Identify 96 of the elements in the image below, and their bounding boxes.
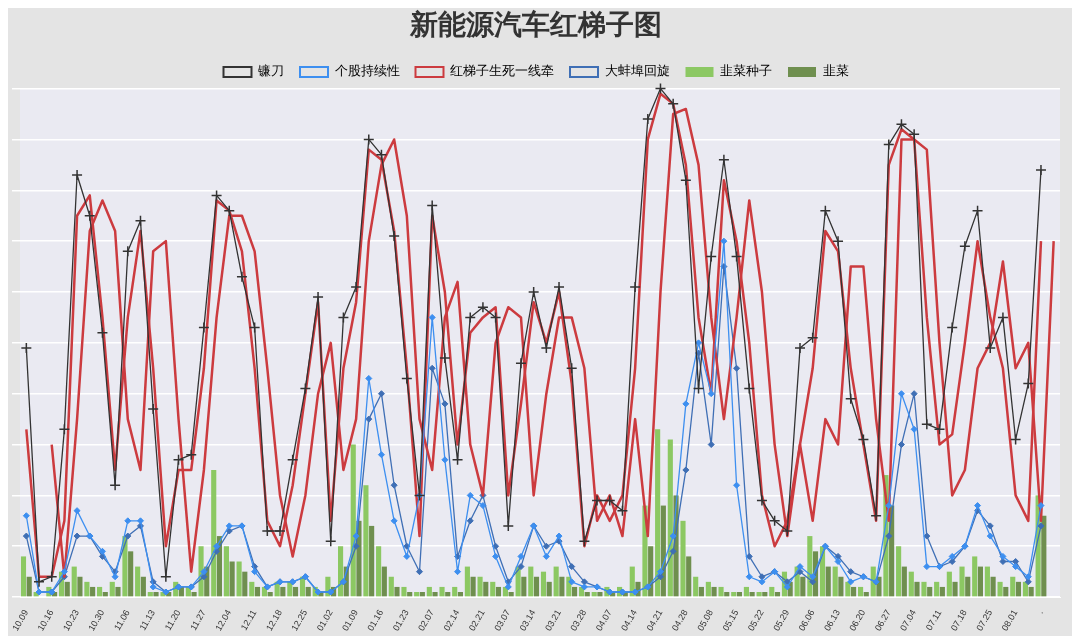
- bar: [419, 592, 425, 597]
- bar: [896, 546, 902, 597]
- bar: [249, 581, 255, 597]
- bar: [102, 592, 108, 597]
- bar: [1015, 581, 1022, 597]
- bar: [521, 576, 527, 597]
- bar: [533, 576, 540, 597]
- bar: [959, 566, 965, 597]
- bar: [553, 566, 559, 597]
- bar: [242, 571, 248, 597]
- bar: [769, 586, 775, 597]
- bar: [426, 586, 432, 597]
- bar: [686, 556, 692, 597]
- bar: [381, 566, 387, 597]
- bar: [363, 485, 369, 597]
- bar: [376, 546, 382, 597]
- bar: [432, 592, 438, 597]
- bar: [26, 576, 32, 597]
- bar: [977, 566, 983, 597]
- bar: [857, 586, 864, 597]
- bar: [908, 571, 914, 597]
- bar: [756, 592, 762, 597]
- bar: [414, 592, 420, 597]
- bar: [135, 566, 141, 597]
- bar: [693, 576, 699, 597]
- bar: [705, 581, 711, 597]
- bar: [254, 586, 261, 597]
- bar: [559, 576, 565, 597]
- legend-label: 韭菜: [822, 63, 849, 79]
- bar: [445, 592, 451, 597]
- bar: [540, 571, 547, 597]
- bar: [495, 586, 502, 597]
- bar: [97, 586, 103, 597]
- bar: [20, 556, 27, 597]
- bar: [115, 586, 121, 597]
- bar: [825, 566, 831, 597]
- bar: [921, 581, 927, 597]
- bar: [71, 566, 77, 597]
- bar: [718, 586, 724, 597]
- bar: [439, 586, 445, 597]
- bar: [990, 576, 996, 597]
- bar: [477, 576, 483, 597]
- bar: [401, 586, 407, 597]
- bar: [236, 561, 242, 597]
- bar: [90, 586, 96, 597]
- bar: [863, 592, 869, 597]
- bar: [743, 586, 749, 597]
- bar: [546, 581, 552, 597]
- bar: [698, 586, 704, 597]
- bar: [901, 566, 907, 597]
- bar: [1010, 576, 1016, 597]
- bar: [452, 586, 458, 597]
- bar: [77, 576, 83, 597]
- bar: [128, 551, 134, 597]
- bar: [838, 576, 844, 597]
- bar: [965, 576, 971, 597]
- bar: [407, 592, 413, 597]
- bar: [952, 581, 958, 597]
- bar: [680, 520, 686, 597]
- bar: [229, 561, 235, 597]
- bar: [140, 576, 146, 597]
- bar: [223, 546, 229, 597]
- legend-label: 韭菜种子: [720, 63, 772, 79]
- bar: [457, 592, 463, 597]
- bar: [984, 566, 990, 597]
- legend-label: 个股持续性: [334, 63, 400, 79]
- bar: [724, 592, 730, 597]
- bar: [369, 525, 375, 597]
- bar: [483, 581, 489, 597]
- bar: [774, 592, 781, 597]
- legend-label: 大蚌埠回旋: [604, 63, 670, 79]
- bar: [388, 576, 394, 597]
- bar: [762, 592, 768, 597]
- bar: [934, 581, 940, 597]
- bar: [490, 581, 496, 597]
- bar: [711, 586, 717, 597]
- bar: [84, 581, 90, 597]
- bar: [470, 576, 476, 597]
- bar: [528, 566, 534, 597]
- bar: [927, 586, 933, 597]
- bar: [394, 586, 400, 597]
- legend-label: 红梯子生死一线牵: [450, 63, 554, 79]
- bar: [939, 586, 945, 597]
- bar: [736, 592, 743, 597]
- bar: [749, 592, 755, 597]
- bar: [946, 571, 952, 597]
- bar: [731, 592, 737, 597]
- bar: [997, 581, 1003, 597]
- bar: [464, 566, 470, 597]
- legend-label: 镰刀: [257, 63, 284, 79]
- bar: [305, 586, 311, 597]
- bar: [1003, 586, 1009, 597]
- bar: [972, 556, 978, 597]
- x-tick-label: .: [1034, 608, 1045, 616]
- bar: [914, 581, 920, 597]
- chart-title: 新能源汽车红梯子图: [409, 8, 662, 42]
